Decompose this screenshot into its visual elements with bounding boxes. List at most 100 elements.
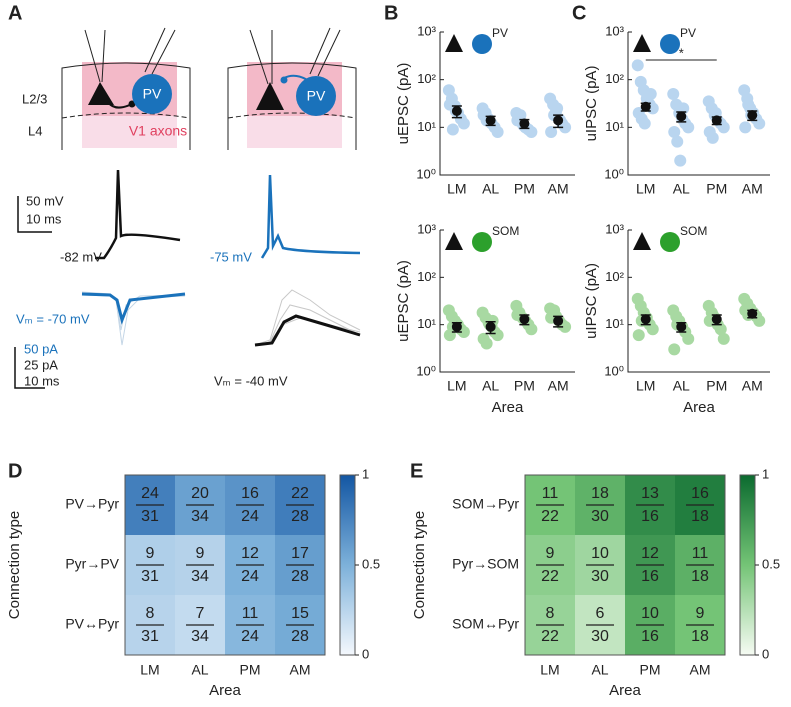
denominator: 18 [691, 568, 709, 585]
holding-potential: Vₘ = -70 mV [16, 311, 90, 326]
y-tick-label: 10¹ [605, 316, 624, 331]
colorbar-tick-label: 1 [362, 466, 369, 481]
x-tick-label: LM [636, 378, 655, 394]
y-axis-label: uEPSC (pA) [395, 63, 412, 145]
axis [439, 230, 575, 373]
row-label: PV→Pyr [65, 496, 119, 512]
x-tick-label: AL [191, 662, 208, 678]
x-tick-label: LM [636, 181, 655, 197]
numerator: 8 [146, 605, 155, 622]
x-tick-label: AM [742, 181, 763, 197]
y-tick-label: 10² [605, 71, 624, 86]
data-point [631, 59, 644, 72]
inset-label: SOM [680, 224, 707, 238]
mean-point [640, 101, 651, 112]
data-point [525, 323, 538, 336]
numerator: 15 [291, 605, 309, 622]
x-tick-label: AM [742, 378, 763, 394]
numerator: 6 [596, 605, 605, 622]
colorbar-tick-label: 1 [762, 466, 769, 481]
mean-point [676, 111, 687, 122]
x-tick-label: PM [640, 662, 661, 678]
inset-icon [445, 34, 463, 52]
y-tick-label: 10³ [605, 23, 624, 38]
x-tick-label: PM [514, 378, 535, 394]
data-point [644, 88, 657, 101]
x-tick-label: AM [548, 181, 569, 197]
denominator: 31 [141, 568, 159, 585]
colorbar-tick-label: 0.5 [762, 556, 780, 571]
layer-label: L4 [28, 123, 42, 138]
colorbar-tick-label: 0 [362, 646, 369, 661]
mean-point [485, 115, 496, 126]
colorbar [739, 474, 756, 656]
heatmap-frame [524, 474, 726, 656]
y-tick-label: 10³ [417, 221, 436, 236]
mean-point [485, 321, 496, 332]
denominator: 34 [191, 568, 209, 585]
data-point [548, 304, 561, 317]
x-axis-label: Area [609, 682, 641, 699]
colorbar [339, 474, 356, 656]
denominator: 18 [691, 508, 709, 525]
x-tick-label: AL [673, 378, 690, 394]
x-tick-label: AL [482, 181, 499, 197]
numerator: 9 [196, 545, 205, 562]
denominator: 34 [191, 508, 209, 525]
y-tick-label: 10¹ [417, 119, 436, 134]
y-tick-label: 10⁰ [604, 363, 624, 378]
y-tick-label: 10¹ [417, 316, 436, 331]
data-point [514, 109, 527, 122]
cell-label: PV [307, 88, 326, 104]
inset-icon [472, 232, 492, 252]
panel-label: C [572, 2, 586, 24]
scale-label: 50 pA [24, 341, 58, 356]
y-axis-label: uIPSC (pA) [583, 66, 600, 142]
denominator: 24 [241, 628, 259, 645]
panel-label: B [384, 2, 398, 24]
inset-icon [660, 34, 680, 54]
x-tick-label: PM [240, 662, 261, 678]
x-tick-label: PM [514, 181, 535, 197]
denominator: 22 [541, 568, 559, 585]
mean-point [711, 314, 722, 325]
denominator: 31 [141, 628, 159, 645]
denominator: 22 [541, 508, 559, 525]
mean-point [553, 115, 564, 126]
numerator: 9 [546, 545, 555, 562]
numerator: 12 [641, 545, 659, 562]
mean-point [676, 321, 687, 332]
y-axis-label: uEPSC (pA) [395, 260, 412, 342]
inset-label: PV [680, 26, 696, 40]
numerator: 24 [141, 485, 159, 502]
numerator: 12 [241, 545, 259, 562]
row-label: Pyr→SOM [452, 556, 519, 572]
mean-point [747, 110, 758, 121]
numerator: 11 [242, 605, 259, 622]
denominator: 16 [641, 568, 659, 585]
rest-potential: -75 mV [210, 249, 252, 264]
y-tick-label: 10² [417, 269, 436, 284]
inset-icon [633, 232, 651, 250]
y-tick-label: 10⁰ [416, 166, 436, 181]
data-point [491, 329, 504, 342]
data-point [706, 131, 719, 144]
numerator: 16 [691, 485, 709, 502]
numerator: 16 [241, 485, 259, 502]
x-tick-label: LM [540, 662, 559, 678]
y-axis-label: Connection type [6, 511, 23, 619]
denominator: 22 [541, 628, 559, 645]
x-tick-label: PM [706, 378, 727, 394]
row-label: Pyr→PV [65, 556, 119, 572]
data-point [491, 125, 504, 138]
y-tick-label: 10² [417, 71, 436, 86]
x-tick-label: AM [548, 378, 569, 394]
numerator: 22 [291, 485, 309, 502]
data-point [668, 343, 681, 356]
data-point [457, 117, 470, 130]
mean-point [519, 118, 530, 129]
x-axis-label: Area [492, 399, 524, 416]
x-tick-label: AL [591, 662, 608, 678]
scale-label: 50 mV [26, 193, 64, 208]
